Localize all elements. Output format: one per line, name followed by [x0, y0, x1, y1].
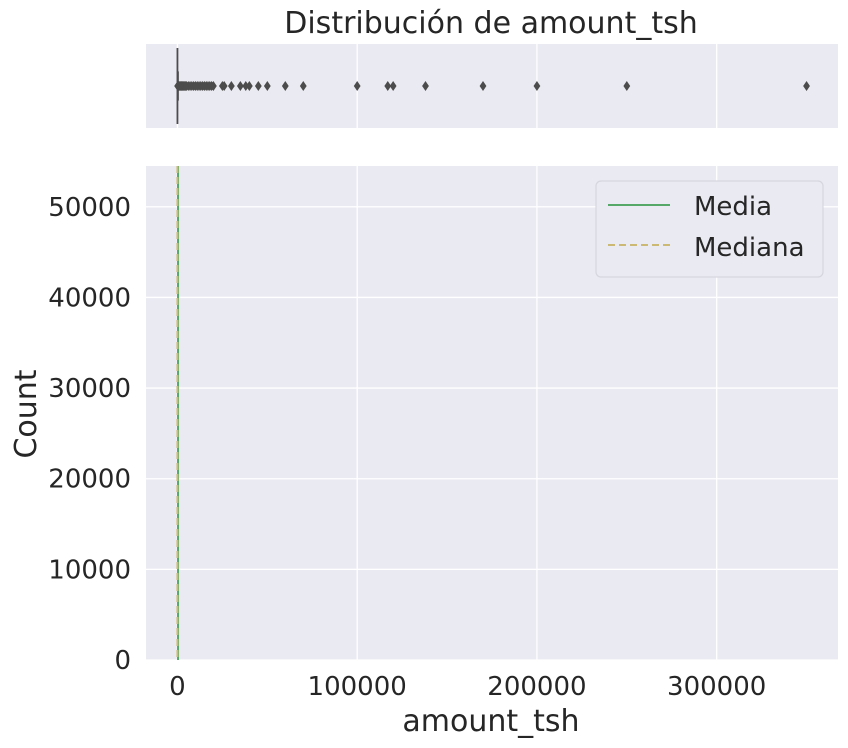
y-tick-label-3: 30000	[48, 374, 131, 404]
box-outlier-40	[384, 81, 392, 91]
legend: Media Mediana	[595, 180, 824, 278]
box-outlier-44	[533, 81, 541, 91]
x-tick-labels: 0 100000 200000 300000	[169, 672, 766, 702]
histogram-panel: 0 100000 200000 300000 0 10000 20000 30000 4000…	[9, 166, 838, 739]
boxplot-panel	[146, 44, 838, 128]
box-outlier-33	[242, 81, 250, 91]
legend-label-media: Media	[694, 192, 772, 222]
x-axis-label: amount_tsh	[402, 704, 579, 739]
x-tick-label-0: 0	[169, 672, 186, 702]
legend-label-mediana: Mediana	[694, 233, 805, 263]
x-tick-label-3: 300000	[667, 672, 766, 702]
x-tick-label-1: 100000	[308, 672, 407, 702]
box-outlier-36	[263, 81, 271, 91]
box-outlier-41	[389, 81, 397, 91]
box-outlier-46	[803, 81, 810, 91]
box-outlier-31	[227, 81, 235, 91]
y-tick-label-2: 20000	[48, 465, 131, 495]
y-axis-label: Count	[9, 369, 44, 458]
box-outlier-38	[299, 81, 307, 91]
chart-title: Distribución de amount_tsh	[284, 6, 697, 41]
y-tick-label-5: 50000	[48, 193, 131, 223]
y-tick-labels: 0 10000 20000 30000 40000 50000	[48, 193, 131, 676]
box-outlier-37	[281, 81, 289, 91]
box-outlier-34	[245, 81, 253, 91]
box-outlier-42	[422, 81, 429, 91]
y-tick-label-4: 40000	[48, 283, 131, 313]
histogram-lines	[176, 166, 180, 660]
box-outlier-28	[210, 81, 217, 91]
boxplot-marks	[174, 48, 810, 124]
box-outlier-43	[479, 81, 487, 91]
box-outlier-30	[220, 81, 228, 91]
box-outlier-35	[254, 81, 262, 91]
box-outlier-32	[236, 81, 244, 91]
y-tick-label-0: 0	[114, 646, 131, 676]
y-tick-label-1: 10000	[48, 555, 131, 585]
x-tick-label-2: 200000	[487, 672, 586, 702]
box-outlier-45	[623, 81, 631, 91]
box-outlier-39	[353, 81, 361, 91]
